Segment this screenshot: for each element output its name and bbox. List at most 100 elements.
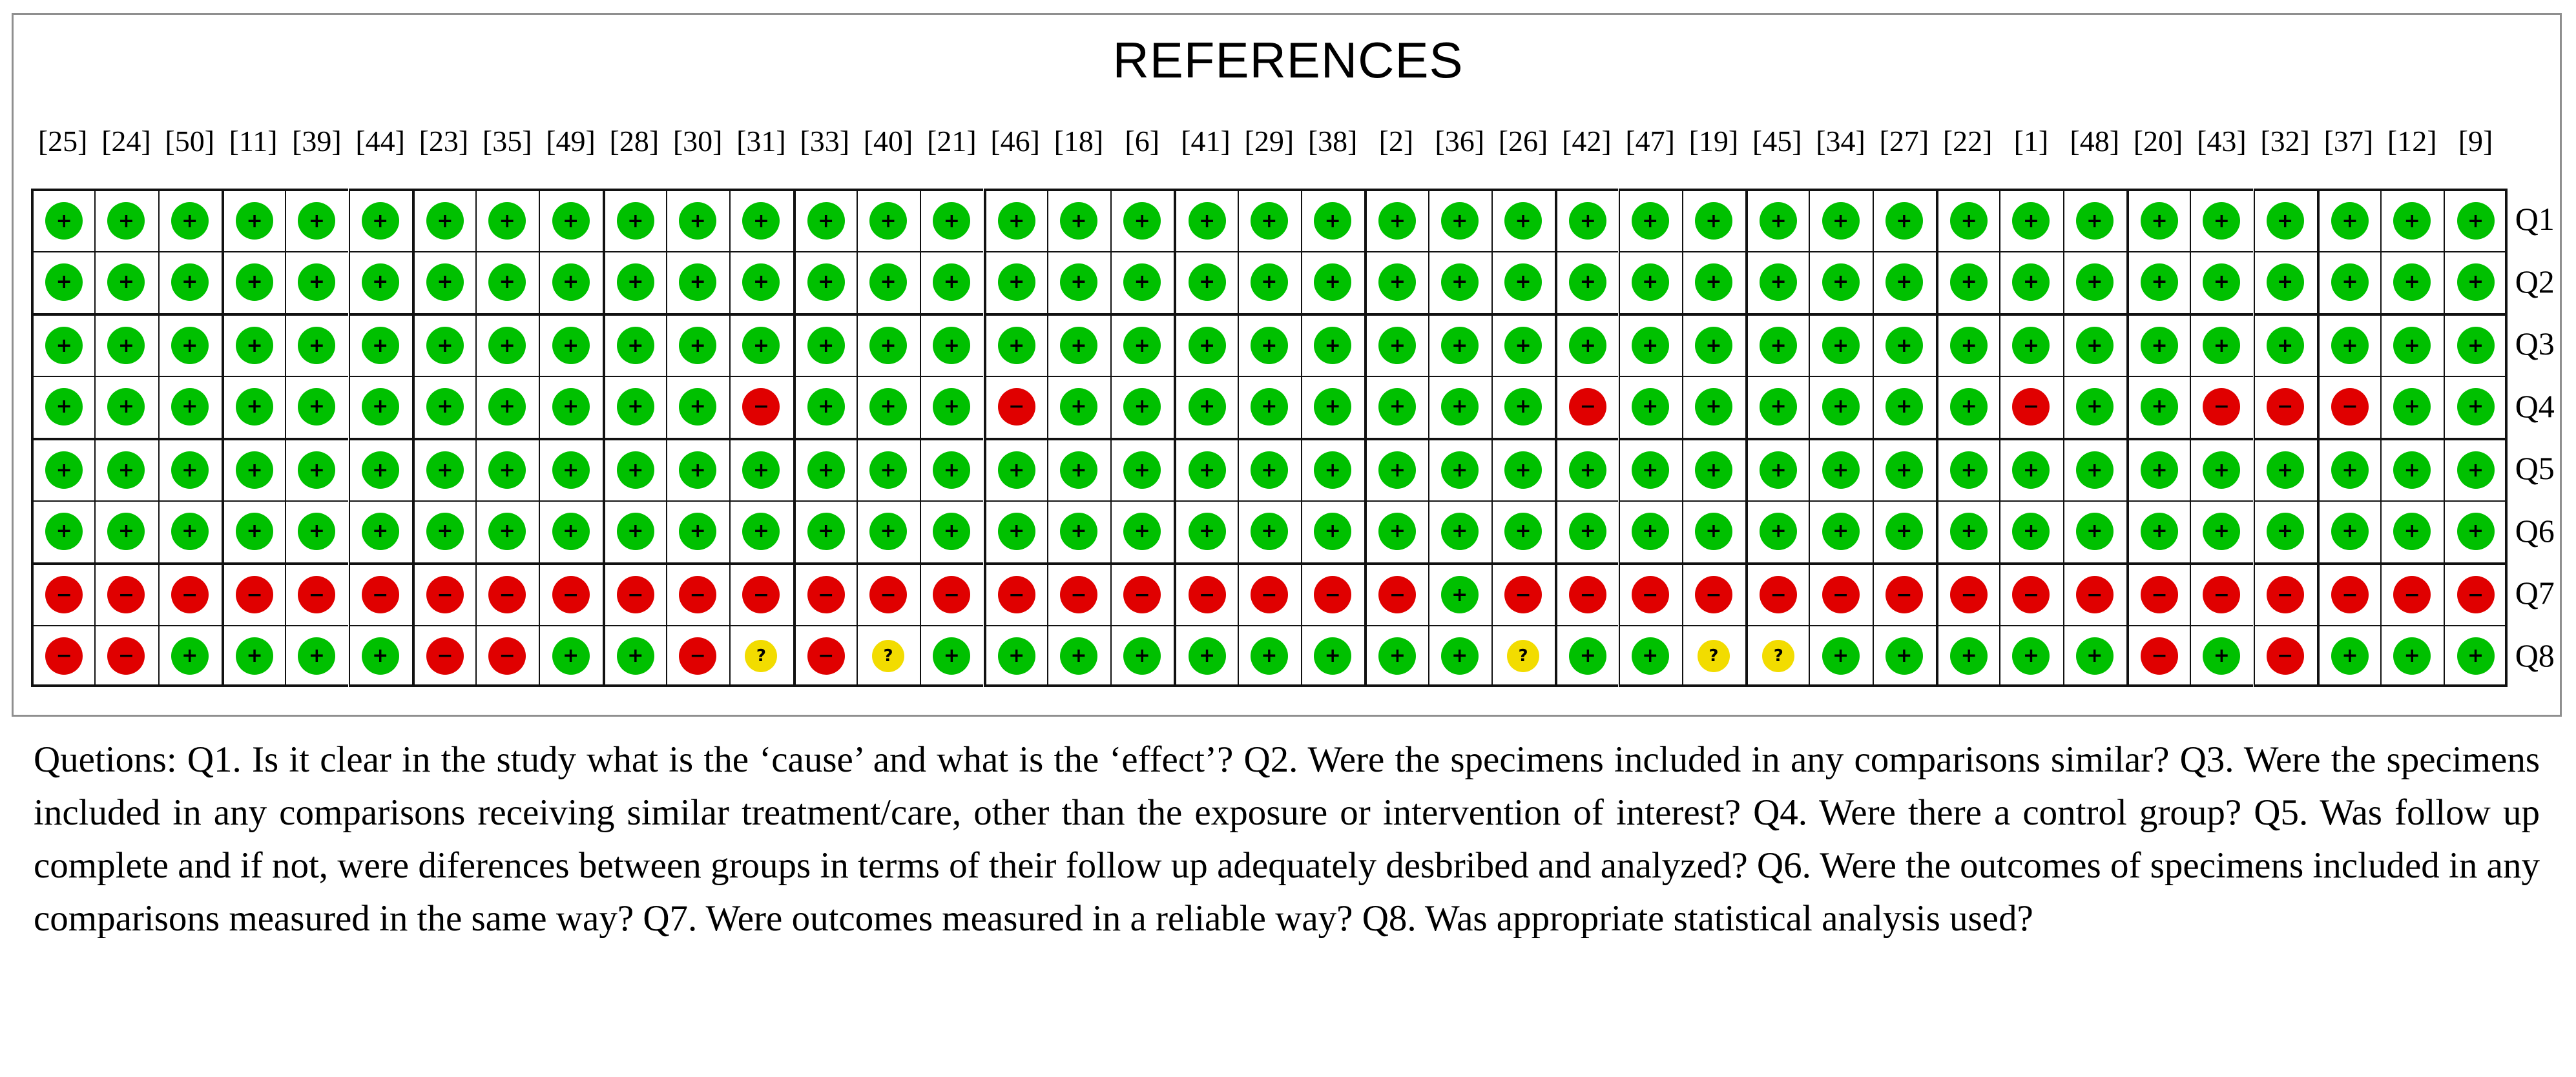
grid-cell: +	[2253, 189, 2317, 251]
grid-cell: +	[666, 375, 730, 438]
grid-cell: +	[2253, 251, 2317, 313]
rating-yes-icon: +	[2141, 512, 2179, 550]
grid-cell: +	[31, 438, 95, 500]
rating-yes-icon: +	[171, 637, 209, 675]
grid-cell: +	[285, 438, 349, 500]
reference-label: [20]	[2133, 125, 2183, 158]
grid-cell: +	[2062, 438, 2126, 500]
rating-yes-icon: +	[1059, 451, 1097, 489]
grid-cell: +	[1936, 375, 2000, 438]
grid-cell: +	[348, 251, 412, 313]
rating-yes-icon: +	[2203, 263, 2241, 301]
grid-cell: +	[920, 375, 984, 438]
grid-cell: +	[158, 251, 222, 313]
rating-yes-icon: +	[2075, 512, 2114, 550]
grid-cell: +	[94, 500, 158, 562]
grid-cell: +	[666, 189, 730, 251]
rating-yes-icon: +	[45, 512, 83, 550]
grid-cell: +	[729, 438, 793, 500]
reference-label: [37]	[2323, 125, 2374, 158]
rating-no-icon: −	[45, 637, 83, 675]
grid-cell: −	[94, 624, 158, 687]
grid-cell: −	[2126, 562, 2190, 625]
rating-yes-icon: +	[1123, 327, 1161, 365]
reference-label: [24]	[101, 125, 151, 158]
grid-cell: +	[31, 251, 95, 313]
grid-cell: −	[2190, 562, 2254, 625]
grid-cell: +	[1681, 500, 1746, 562]
question-label: Q7	[2515, 575, 2555, 611]
grid-cell: +	[1491, 375, 1555, 438]
grid-cell: +	[539, 624, 603, 687]
rating-yes-icon: +	[679, 387, 717, 426]
grid-cell: +	[2190, 500, 2254, 562]
grid-cell: +	[856, 375, 920, 438]
grid-cell: +	[1046, 500, 1111, 562]
grid-cell: −	[2126, 624, 2190, 687]
rating-yes-icon: +	[1123, 263, 1161, 301]
reference-label: [35]	[482, 125, 532, 158]
rating-yes-icon: +	[488, 451, 526, 489]
grid-cell: +	[2316, 500, 2381, 562]
rating-yes-icon: +	[1885, 387, 1923, 426]
grid-cell: +	[158, 500, 222, 562]
rating-yes-icon: +	[679, 263, 717, 301]
grid-cell: +	[539, 313, 603, 376]
rating-yes-icon: +	[1188, 451, 1226, 489]
rating-yes-icon: +	[1631, 387, 1669, 426]
rating-yes-icon: +	[171, 327, 209, 365]
question-label: Q8	[2515, 637, 2555, 673]
grid-cell: +	[158, 375, 222, 438]
grid-cell: +	[666, 313, 730, 376]
grid-cell: +	[1809, 624, 1873, 687]
rating-yes-icon: +	[933, 451, 971, 489]
rating-yes-icon: +	[1950, 263, 1988, 301]
grid-cell: +	[1491, 251, 1555, 313]
rating-no-icon: −	[2393, 576, 2431, 614]
grid-cell: +	[1872, 624, 1936, 687]
question-label: Q2	[2515, 263, 2555, 300]
grid-cell: +	[1872, 438, 1936, 500]
grid-cell: +	[2316, 624, 2381, 687]
rating-yes-icon: +	[2203, 202, 2241, 240]
rating-yes-icon: +	[298, 387, 336, 426]
rating-yes-icon: +	[1885, 637, 1923, 675]
rating-yes-icon: +	[2075, 327, 2114, 365]
grid-cell: +	[285, 375, 349, 438]
rating-yes-icon: +	[1188, 387, 1226, 426]
grid-cell: +	[2380, 500, 2444, 562]
grid-cell: +	[1618, 375, 1682, 438]
grid-cell: +	[856, 251, 920, 313]
grid-cell: +	[1618, 251, 1682, 313]
grid-cell: +	[602, 375, 666, 438]
grid-cell: −	[1618, 562, 1682, 625]
rating-yes-icon: +	[1504, 202, 1542, 240]
grid-cell: +	[1301, 189, 1365, 251]
rating-yes-icon: +	[1378, 263, 1417, 301]
rating-yes-icon: +	[2141, 387, 2179, 426]
rating-yes-icon: +	[236, 202, 274, 240]
grid-cell: +	[158, 624, 222, 687]
rating-no-icon: −	[869, 576, 908, 614]
reference-label: [2]	[1378, 125, 1414, 158]
rating-no-icon: −	[552, 576, 590, 614]
rating-yes-icon: +	[997, 263, 1035, 301]
grid-cell: +	[1555, 438, 1619, 500]
rating-yes-icon: +	[2203, 637, 2241, 675]
rating-yes-icon: +	[997, 202, 1035, 240]
rating-yes-icon: +	[1950, 512, 1988, 550]
rating-yes-icon: +	[1314, 387, 1352, 426]
grid-cell: −	[2253, 562, 2317, 625]
grid-cell: +	[1872, 189, 1936, 251]
rating-no-icon: −	[742, 576, 780, 614]
grid-cell: +	[1618, 189, 1682, 251]
grid-cell: −	[666, 624, 730, 687]
grid-cell: +	[2126, 438, 2190, 500]
grid-cell: +	[2190, 624, 2254, 687]
rating-yes-icon: +	[869, 512, 908, 550]
reference-label: [34]	[1816, 125, 1865, 158]
rating-yes-icon: +	[107, 387, 145, 426]
rating-no-icon: −	[679, 637, 717, 675]
rating-yes-icon: +	[1822, 202, 1860, 240]
